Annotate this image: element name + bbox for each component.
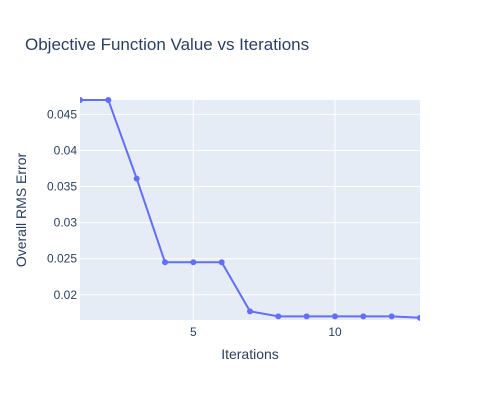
data-point xyxy=(218,259,225,266)
data-point xyxy=(275,313,282,320)
y-tick-label: 0.03 xyxy=(54,216,78,230)
data-point xyxy=(303,313,310,320)
series-layer xyxy=(80,97,420,321)
y-tick-label: 0.045 xyxy=(47,107,77,121)
y-axis-title: Overall RMS Error xyxy=(13,152,29,267)
y-tick-label: 0.04 xyxy=(54,143,78,157)
tick-labels: 0.02 0.025 0.03 0.035 0.04 0.045 5 10 xyxy=(47,107,342,339)
data-point xyxy=(190,259,197,266)
data-point xyxy=(417,314,420,321)
chart-title: Objective Function Value vs Iterations xyxy=(25,35,309,54)
data-point xyxy=(105,97,112,103)
data-point xyxy=(133,175,140,182)
x-tick-label: 10 xyxy=(328,325,342,339)
grid xyxy=(80,100,420,320)
data-point xyxy=(360,313,367,320)
data-point xyxy=(80,97,83,103)
data-point xyxy=(162,259,168,266)
plot-area xyxy=(80,100,420,320)
y-tick-label: 0.025 xyxy=(47,252,77,266)
data-point xyxy=(388,313,395,320)
y-tick-label: 0.035 xyxy=(47,180,77,194)
y-tick-label: 0.02 xyxy=(54,288,78,302)
x-tick-label: 5 xyxy=(190,325,197,339)
x-axis-title: Iterations xyxy=(221,346,279,362)
data-point xyxy=(332,313,338,320)
data-point xyxy=(247,308,253,315)
